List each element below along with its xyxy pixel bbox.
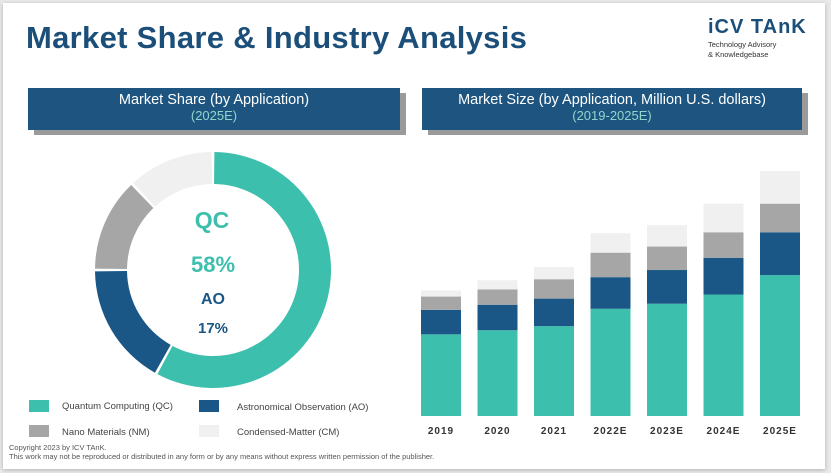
footer-copyright: Copyright 2023 by ICV TAnK. [9,443,107,452]
donut-slice-nm [95,184,154,269]
logo-tagline-1: Technology Advisory [708,40,777,49]
bar-cm-2021 [534,266,574,280]
donut-ao-value: 17% [198,320,228,337]
donut-qc-value: 58% [191,252,235,277]
x-tick-label: 2024E [707,426,741,437]
bar-cm-2024E [703,203,744,233]
legend-swatch-ao [199,400,219,412]
bar-qc-2022E [590,308,631,416]
x-tick-label: 2022E [594,426,628,437]
donut-ao-name: AO [201,291,225,308]
legend-swatch-nm [29,425,49,437]
right-panel-header: Market Size (by Application, Million U.S… [422,88,802,130]
right-panel-subtitle: (2019-2025E) [572,108,652,123]
legend-label-qc: Quantum Computing (QC) [62,401,173,412]
legend-label-ao: Astronomical Observation (AO) [237,402,369,413]
legend-label-nm: Nano Materials (NM) [62,427,150,438]
footer-disclaimer: This work may not be reproduced or distr… [9,452,435,461]
left-panel-subtitle: (2025E) [190,108,238,123]
page-title: Market Share & Industry Analysis [26,20,528,55]
bar-cm-2023E [647,225,687,247]
bar-nm-2019 [421,296,461,310]
logo: iCV TAnK Technology Advisory & Knowledge… [708,16,807,59]
bar-cm-2022E [590,233,631,253]
legend-swatch-qc [29,400,49,412]
bar-ao-2025E [760,232,800,276]
donut-slice-cm [133,152,212,207]
slide [3,3,825,469]
left-panel-header: Market Share (by Application) (2025E) [28,88,400,130]
bar-ao-2021 [534,298,574,327]
bar-qc-2024E [703,294,744,416]
bar-qc-2025E [760,275,800,416]
bar-ao-2023E [647,270,687,304]
legend-swatch-cm [199,425,219,437]
donut-slice-qc [157,152,331,389]
x-tick-label: 2019 [428,426,454,437]
bar-ao-2019 [421,309,461,335]
bar-cm-2020 [477,280,518,290]
donut-slice-ao [95,271,171,373]
bar-qc-2019 [421,334,461,416]
donut-qc-name: QC [195,207,230,233]
bar-qc-2020 [477,330,518,416]
logo-name: iCV TAnK [708,16,807,38]
bar-nm-2025E [760,203,800,233]
x-tick-label: 2020 [484,426,510,437]
bar-cm-2019 [421,290,461,297]
right-panel-title: Market Size (by Application, Million U.S… [458,92,766,108]
bar-ao-2024E [703,257,744,295]
left-panel-title: Market Share (by Application) [118,92,310,108]
bar-qc-2021 [534,326,574,416]
bar-ao-2020 [477,304,518,331]
bar-cm-2025E [760,171,800,204]
bar-nm-2022E [590,252,631,278]
legend-label-cm: Condensed-Matter (CM) [237,427,340,438]
logo-tagline-2: & Knowledgebase [708,50,769,59]
bar-ao-2022E [590,277,631,309]
x-tick-label: 2021 [541,426,567,437]
footer: Copyright 2023 by ICV TAnK. This work ma… [9,443,434,461]
x-tick-label: 2025E [763,426,797,437]
bar-qc-2023E [647,303,687,416]
bar-nm-2023E [647,246,687,271]
bar-nm-2020 [477,289,518,305]
x-tick-label: 2023E [650,426,684,437]
bar-nm-2024E [703,232,744,258]
bar-nm-2021 [534,279,574,299]
